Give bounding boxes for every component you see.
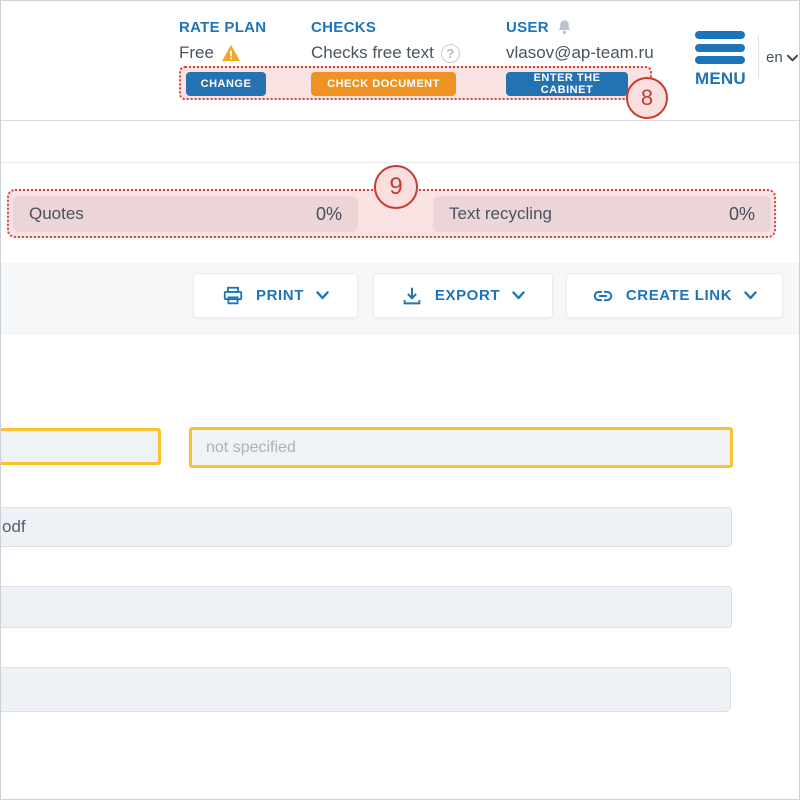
checks-section: CHECKS Checks free text ? xyxy=(311,19,460,63)
bell-icon[interactable] xyxy=(556,19,573,36)
metric-quotes: Quotes 0% xyxy=(13,196,358,232)
language-selector[interactable]: en xyxy=(766,49,798,66)
annotation-badge-8: 8 xyxy=(626,77,668,119)
toolbar: PRINT EXPORT CREATE LINK xyxy=(1,263,799,335)
checks-value: Checks free text xyxy=(311,43,434,62)
metric-label: Text recycling xyxy=(449,204,552,223)
metric-label: Quotes xyxy=(29,204,84,223)
metric-text-recycling: Text recycling 0% xyxy=(433,196,771,232)
divider-line xyxy=(1,162,799,163)
form-field-2[interactable] xyxy=(189,427,733,468)
checks-label: CHECKS xyxy=(311,19,377,36)
export-button[interactable]: EXPORT xyxy=(373,273,553,318)
chevron-down-icon xyxy=(744,291,757,300)
rate-plan-label: RATE PLAN xyxy=(179,19,267,36)
user-email: vlasov@ap-team.ru xyxy=(506,43,654,62)
export-label: EXPORT xyxy=(434,287,501,304)
metric-value: 0% xyxy=(728,203,755,224)
help-icon[interactable]: ? xyxy=(440,43,460,63)
chevron-down-icon xyxy=(316,291,329,300)
chevron-down-icon xyxy=(786,54,798,62)
menu-label: MENU xyxy=(695,68,746,88)
user-label: USER xyxy=(506,19,549,36)
metric-value: 0% xyxy=(315,203,342,224)
annotation-badge-9: 9 xyxy=(374,165,418,209)
warning-icon xyxy=(221,44,241,62)
form-field-4[interactable] xyxy=(1,586,732,628)
change-button[interactable]: CHANGE xyxy=(186,72,266,96)
rate-plan-section: RATE PLAN Free xyxy=(179,19,266,63)
form-field-1[interactable] xyxy=(1,428,161,465)
user-section: USER vlasov@ap-team.ru xyxy=(506,19,654,63)
link-icon xyxy=(592,285,614,307)
print-button[interactable]: PRINT xyxy=(193,273,358,318)
language-value: en xyxy=(766,49,783,66)
printer-icon xyxy=(222,285,244,307)
create-link-button[interactable]: CREATE LINK xyxy=(566,273,783,318)
form-field-3[interactable] xyxy=(1,507,732,547)
form-field-5[interactable] xyxy=(1,667,731,712)
chevron-down-icon xyxy=(512,291,525,300)
divider-line xyxy=(1,120,799,121)
enter-cabinet-button[interactable]: ENTER THE CABINET xyxy=(506,72,628,96)
print-label: PRINT xyxy=(256,287,304,304)
download-icon xyxy=(401,285,423,307)
check-document-button[interactable]: CHECK DOCUMENT xyxy=(311,72,456,96)
header-divider xyxy=(758,36,759,78)
create-link-label: CREATE LINK xyxy=(625,287,733,304)
menu-button[interactable]: MENU xyxy=(695,31,747,89)
rate-plan-value: Free xyxy=(179,43,214,62)
hamburger-icon xyxy=(695,31,747,64)
